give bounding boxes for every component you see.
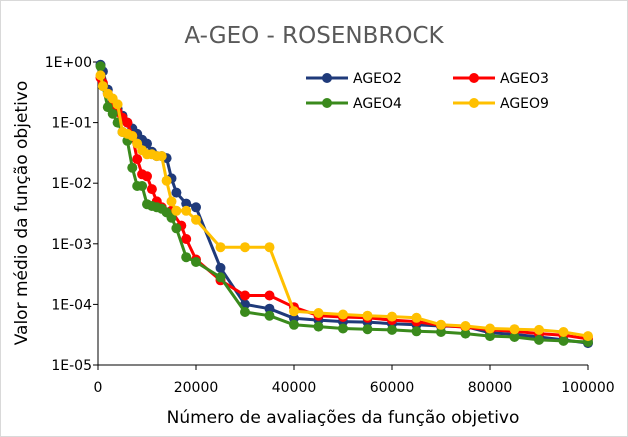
- y-tick-label: 1E-01: [51, 116, 92, 132]
- legend-label: AGEO4: [353, 96, 402, 112]
- data-point-ageo9: [534, 324, 544, 335]
- data-point-ageo9: [166, 196, 177, 207]
- data-point-ageo9: [181, 205, 192, 216]
- data-point-ageo9: [460, 321, 471, 331]
- data-point-ageo4: [460, 328, 471, 339]
- y-tick-label: 1E-02: [51, 176, 92, 192]
- data-point-ageo4: [289, 319, 299, 330]
- data-point-ageo4: [436, 327, 446, 337]
- data-point-ageo9: [583, 331, 593, 342]
- data-point-ageo9: [171, 205, 182, 216]
- y-axis-label: Valor médio da função objetivo: [12, 81, 32, 346]
- data-point-ageo9: [509, 324, 520, 335]
- legend: AGEO2 AGEO3 AGEO4 AGEO9: [306, 71, 549, 112]
- data-point-ageo3: [240, 290, 250, 301]
- data-point-ageo9: [112, 99, 123, 110]
- data-point-ageo9: [387, 311, 397, 322]
- data-point-ageo4: [485, 331, 495, 342]
- data-point-ageo4: [387, 324, 397, 335]
- data-point-ageo4: [171, 223, 182, 234]
- data-point-ageo4: [240, 307, 250, 317]
- legend-marker: [322, 98, 332, 108]
- data-point-ageo3: [142, 171, 152, 182]
- data-point-ageo4: [166, 212, 177, 223]
- x-tick-label: 60000: [370, 380, 415, 396]
- data-point-ageo3: [146, 184, 157, 195]
- data-point-ageo9: [161, 175, 172, 186]
- x-tick-label: 0: [94, 380, 103, 396]
- y-tick-label: 1E-04: [51, 297, 92, 313]
- data-point-ageo9: [127, 131, 138, 141]
- data-point-ageo9: [436, 319, 446, 330]
- legend-marker: [322, 73, 332, 83]
- data-point-ageo4: [313, 321, 324, 332]
- data-point-ageo4: [362, 324, 373, 335]
- data-point-ageo9: [156, 151, 167, 162]
- data-point-ageo9: [558, 327, 569, 337]
- y-tick-label: 1E-03: [51, 237, 92, 253]
- legend-marker: [469, 73, 479, 83]
- data-point-ageo4: [534, 334, 544, 345]
- data-point-ageo9: [240, 242, 250, 253]
- data-point-ageo4: [137, 181, 148, 191]
- axes: 1E-05 1E-04 1E-03 1E-02 1E-01 1E+00 0 20000 4000…: [45, 55, 615, 396]
- legend-label: AGEO3: [500, 71, 549, 87]
- legend-label: AGEO2: [353, 71, 402, 87]
- x-axis-label: Número de avaliações da função objetivo: [167, 408, 520, 428]
- data-point-ageo9: [313, 308, 324, 318]
- data-point-ageo4: [191, 257, 201, 267]
- x-tick-label: 100000: [561, 380, 614, 396]
- data-point-ageo3: [181, 234, 192, 244]
- data-point-ageo4: [95, 61, 106, 72]
- data-point-ageo2: [215, 262, 226, 273]
- series-layer: [95, 59, 593, 349]
- x-tick-label: 80000: [468, 380, 513, 396]
- data-point-ageo3: [132, 154, 143, 165]
- data-point-ageo4: [338, 323, 348, 334]
- data-point-ageo4: [411, 326, 422, 337]
- y-tick-label: 1E-05: [51, 358, 92, 374]
- legend-item-ageo9: AGEO9: [453, 96, 549, 112]
- data-point-ageo4: [107, 108, 118, 119]
- data-point-ageo2: [171, 187, 182, 198]
- legend-item-ageo4: AGEO4: [306, 96, 402, 112]
- x-tick-label: 20000: [174, 380, 219, 396]
- series-ageo3: [95, 72, 593, 344]
- data-point-ageo2: [191, 202, 201, 213]
- data-point-ageo9: [362, 310, 373, 321]
- data-point-ageo4: [215, 272, 226, 283]
- data-point-ageo9: [485, 323, 495, 334]
- data-point-ageo4: [264, 310, 275, 321]
- legend-label: AGEO9: [500, 96, 549, 112]
- legend-item-ageo3: AGEO3: [453, 71, 549, 87]
- data-point-ageo9: [191, 214, 201, 225]
- data-point-ageo9: [338, 309, 348, 320]
- legend-marker: [469, 98, 479, 108]
- data-point-ageo2: [264, 303, 275, 314]
- data-point-ageo9: [215, 242, 226, 253]
- y-tick-label: 1E+00: [45, 55, 92, 71]
- data-point-ageo9: [264, 242, 275, 253]
- data-point-ageo9: [97, 81, 108, 92]
- data-point-ageo4: [509, 332, 520, 342]
- data-point-ageo9: [411, 312, 422, 323]
- series-ageo9: [95, 70, 593, 342]
- legend-item-ageo2: AGEO2: [306, 71, 402, 87]
- data-point-ageo3: [264, 290, 275, 301]
- data-point-ageo2: [181, 198, 192, 209]
- data-point-ageo9: [289, 306, 299, 317]
- data-point-ageo9: [95, 70, 106, 81]
- data-point-ageo3: [122, 117, 133, 128]
- data-point-ageo4: [127, 162, 138, 173]
- data-point-ageo4: [181, 252, 192, 263]
- x-tick-label: 40000: [272, 380, 317, 396]
- chart-title: A-GEO - ROSENBROCK: [184, 23, 444, 49]
- data-point-ageo4: [558, 335, 569, 346]
